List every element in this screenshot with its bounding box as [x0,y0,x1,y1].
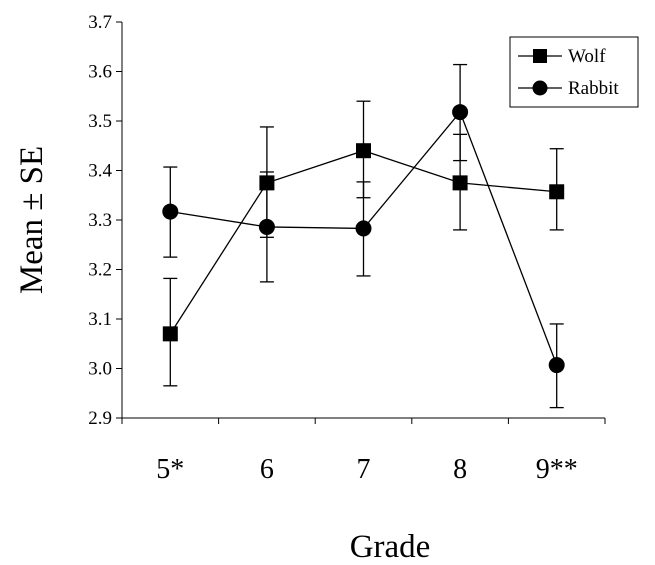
series-wolf [162,100,565,387]
x-tick-label: 6 [260,454,274,485]
data-point-circle [355,220,372,237]
x-tick-label: 8 [453,454,467,485]
legend-label: Wolf [568,46,606,67]
y-tick-label: 3.7 [88,12,112,33]
data-point-square [452,175,468,191]
x-tick-label: 9** [536,454,578,485]
y-tick-label: 3.0 [88,359,112,380]
x-tick-label: 5* [156,454,184,485]
legend-marker-square [533,49,547,63]
y-tick-label: 3.1 [88,309,112,330]
legend-marker-circle [532,80,548,96]
y-tick-label: 3.6 [88,62,112,83]
legend-label: Rabbit [568,78,619,99]
data-point-circle [548,357,565,374]
y-tick-label: 3.5 [88,111,112,132]
series-layer [162,63,565,409]
data-point-square [356,143,371,159]
y-axis-title: Mean ± SE [14,146,50,294]
x-tick-label: 7 [357,454,371,485]
labels: 5* 6 7 8 9** [156,454,577,485]
legend: Wolf Rabbit [509,36,639,108]
data-point-circle [258,218,275,235]
data-point-circle [162,203,179,220]
y-tick-label: 2.9 [88,408,112,429]
data-point-square [162,326,178,342]
x-axis-title: Grade [350,529,431,565]
data-point-circle [452,104,469,121]
y-tick-label: 3.4 [88,161,112,182]
legend-box [509,36,639,108]
y-ticks: 2.9 3.0 3.1 3.2 3.3 3.4 3.5 3.6 3.7 [88,12,122,429]
y-tick-label: 3.3 [88,210,112,231]
series-rabbit [162,63,565,409]
y-tick-label: 3.2 [88,260,112,281]
data-point-square [549,184,565,200]
